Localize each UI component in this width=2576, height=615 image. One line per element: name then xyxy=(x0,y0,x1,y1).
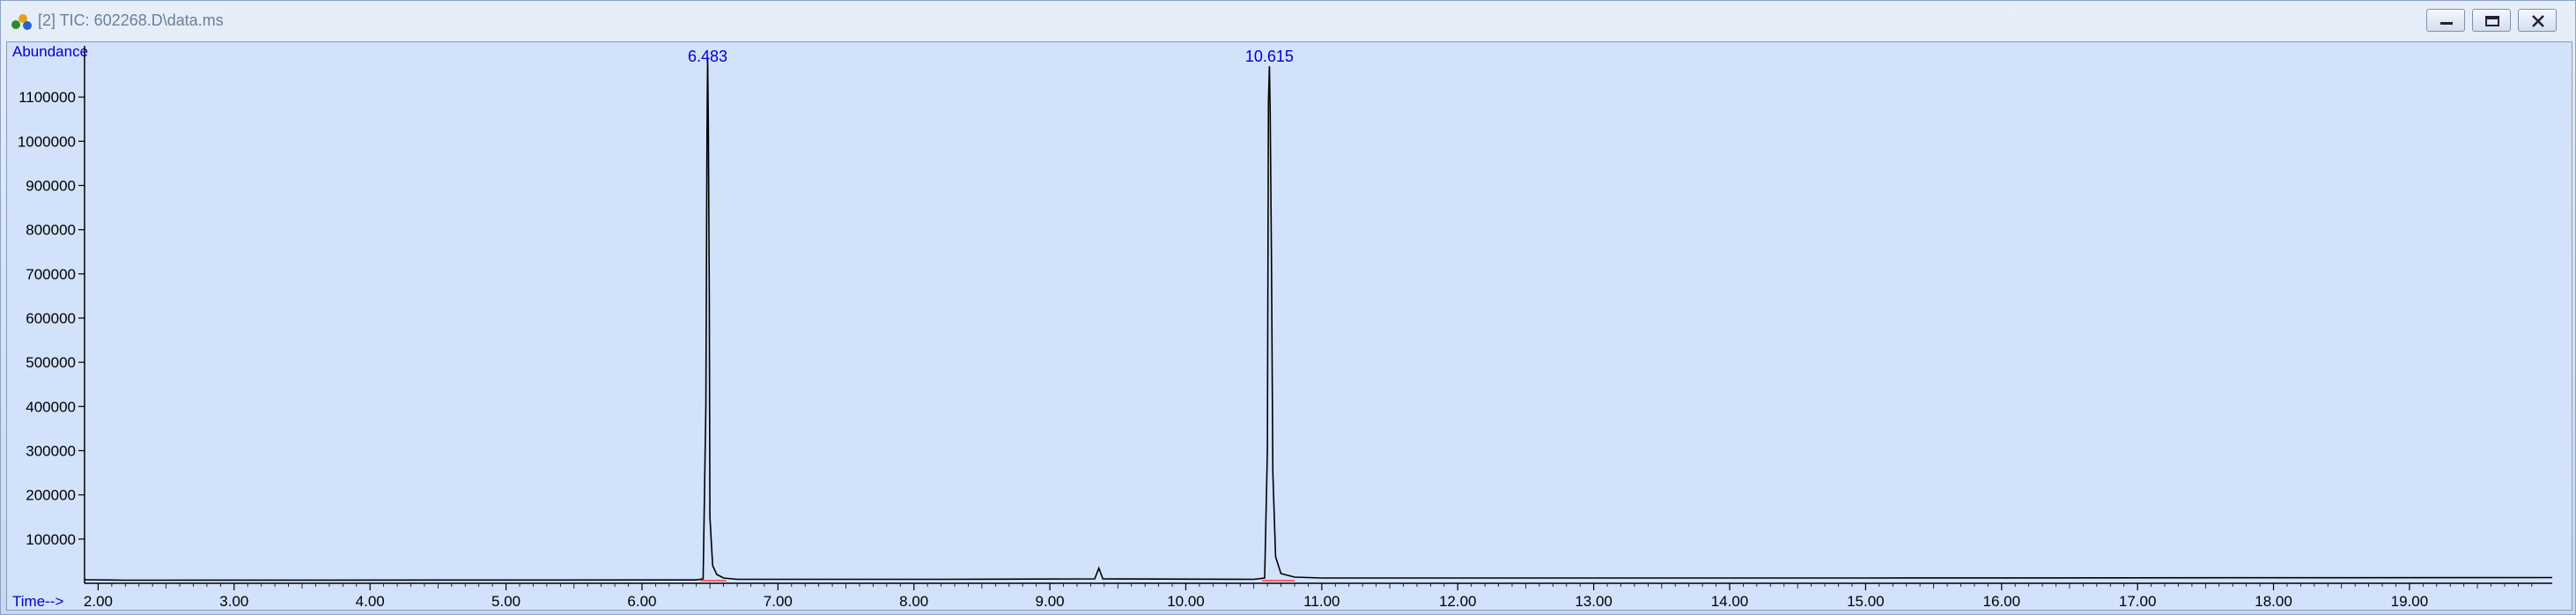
x-tick-label: 17.00 xyxy=(2119,593,2157,610)
title-bar[interactable]: [2] TIC: 602268.D\data.ms xyxy=(1,1,2575,41)
y-tick-label: 100000 xyxy=(26,531,76,548)
x-tick-label: 15.00 xyxy=(1847,593,1885,610)
x-tick-label: 18.00 xyxy=(2255,593,2292,610)
close-button[interactable] xyxy=(2518,9,2557,32)
peak-retention-label: 10.615 xyxy=(1245,48,1294,65)
y-tick-label: 600000 xyxy=(26,310,76,327)
x-tick-label: 6.00 xyxy=(627,593,656,610)
x-tick-label: 19.00 xyxy=(2391,593,2429,610)
y-tick-label: 700000 xyxy=(26,266,76,283)
axes xyxy=(84,46,2552,584)
series-group xyxy=(84,56,2553,582)
y-axis-ticks: 100000 200000 300000 400000 500000 600000 7000… xyxy=(18,89,85,548)
x-tick-label: 10.00 xyxy=(1167,593,1205,610)
window-title: [2] TIC: 602268.D\data.ms xyxy=(38,11,224,29)
x-axis-ticks: 2.00 3.00 4.00 5.00 6.00 7.00 8.00 9.00 10.00 11.… xyxy=(84,583,2533,610)
chromatogram-plot[interactable]: Abundance Time--> 2.00 3.00 4.00 5.00 6.00 7.… xyxy=(6,41,2572,611)
restore-button[interactable] xyxy=(2472,9,2511,32)
chemstation-app-icon xyxy=(11,14,32,30)
minimize-icon xyxy=(2440,22,2453,25)
y-tick-label: 300000 xyxy=(26,443,76,460)
x-tick-label: 2.00 xyxy=(84,593,113,610)
peak-retention-label: 6.483 xyxy=(688,48,727,65)
y-tick-label: 500000 xyxy=(26,354,76,371)
y-axis-label: Abundance xyxy=(12,43,88,60)
y-tick-label: 800000 xyxy=(26,222,76,239)
x-tick-label: 3.00 xyxy=(219,593,248,610)
x-tick-label: 9.00 xyxy=(1036,593,1065,610)
tic-trace xyxy=(84,56,2553,582)
y-tick-label: 900000 xyxy=(26,178,76,195)
close-icon xyxy=(2532,15,2544,27)
x-tick-label: 16.00 xyxy=(1982,593,2020,610)
peak-labels: 6.483 10.615 xyxy=(688,48,1294,65)
x-tick-label: 7.00 xyxy=(764,593,793,610)
x-tick-label: 14.00 xyxy=(1711,593,1749,610)
x-tick-label: 4.00 xyxy=(356,593,385,610)
restore-icon xyxy=(2485,16,2499,26)
x-tick-label: 12.00 xyxy=(1439,593,1477,610)
x-axis-label: Time--> xyxy=(12,593,63,610)
x-tick-label: 13.00 xyxy=(1575,593,1613,610)
y-tick-label: 200000 xyxy=(26,487,76,504)
x-tick-label: 8.00 xyxy=(899,593,928,610)
x-tick-label: 11.00 xyxy=(1303,593,1340,610)
x-tick-label: 5.00 xyxy=(491,593,520,610)
minimize-button[interactable] xyxy=(2426,9,2465,32)
tic-chart: Abundance Time--> 2.00 3.00 4.00 5.00 6.00 7.… xyxy=(12,43,2553,610)
y-tick-label: 1000000 xyxy=(18,133,76,150)
y-tick-label: 1100000 xyxy=(18,89,76,106)
y-tick-label: 400000 xyxy=(26,398,76,415)
